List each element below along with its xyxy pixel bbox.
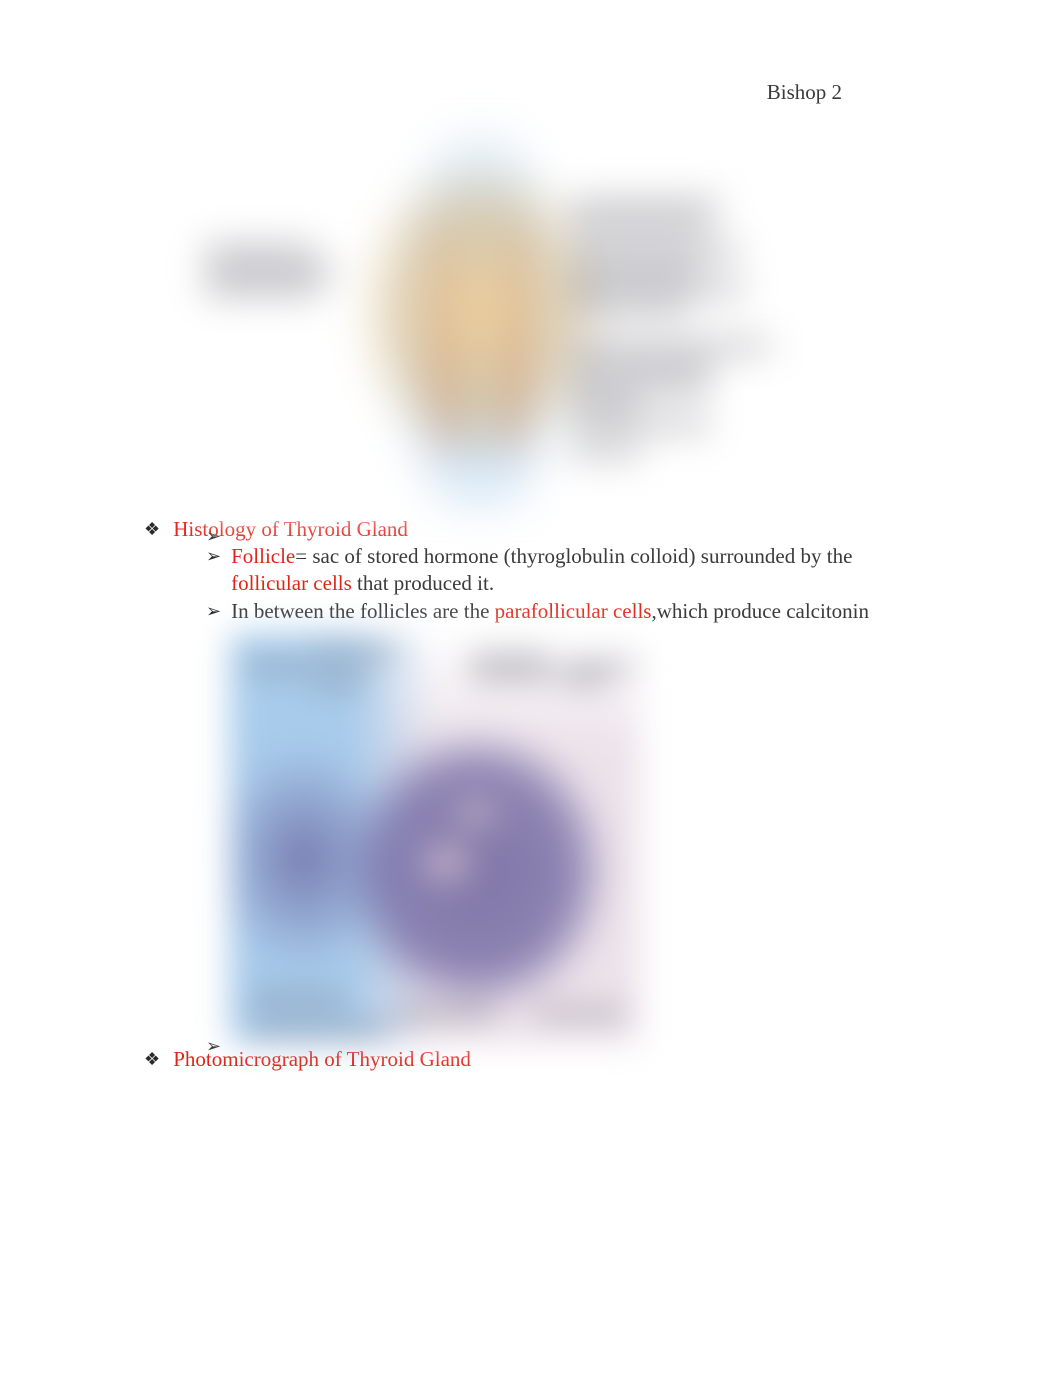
photomicrograph-heading-line: ❖ Photomicrograph of Thyroid Gland	[144, 1047, 962, 1072]
term-follicular-cells: follicular cells	[231, 571, 352, 595]
arrow-marker-icon: ➢	[206, 1037, 221, 1055]
thyroid-anatomy-figure	[200, 125, 760, 515]
page-header: Bishop 2	[100, 80, 962, 105]
bullet-2-text: In between the follicles are the parafol…	[231, 598, 869, 625]
bullet-1-text: Follicle= sac of stored hormone (thyrogl…	[231, 543, 911, 597]
term-follicle: Follicle	[231, 544, 295, 568]
b2-tail: ,which produce calcitonin	[651, 599, 869, 623]
b1-tail: that produced it.	[352, 571, 494, 595]
b1-mid: = sac of stored hormone (thyroglobulin c…	[295, 544, 852, 568]
thyroid-histology-figure	[230, 633, 640, 1043]
histology-bullet-2: ➢ In between the follicles are the paraf…	[206, 598, 962, 625]
arrow-marker-icon: ➢	[206, 527, 221, 545]
diamond-bullet-icon: ❖	[144, 519, 158, 540]
histology-bullet-1: ➢ Follicle= sac of stored hormone (thyro…	[206, 543, 962, 597]
content-area: ➢ ❖ Histology of Thyroid Gland ➢ Follicl…	[100, 125, 962, 1072]
diamond-bullet-icon: ❖	[144, 1049, 158, 1070]
header-text: Bishop 2	[767, 80, 842, 104]
term-parafollicular: parafollicular cells	[495, 599, 652, 623]
histology-heading-line: ❖ Histology of Thyroid Gland	[144, 517, 962, 542]
arrow-icon: ➢	[206, 598, 221, 624]
b2-lead: In between the follicles are the	[231, 599, 495, 623]
arrow-icon: ➢	[206, 543, 221, 569]
